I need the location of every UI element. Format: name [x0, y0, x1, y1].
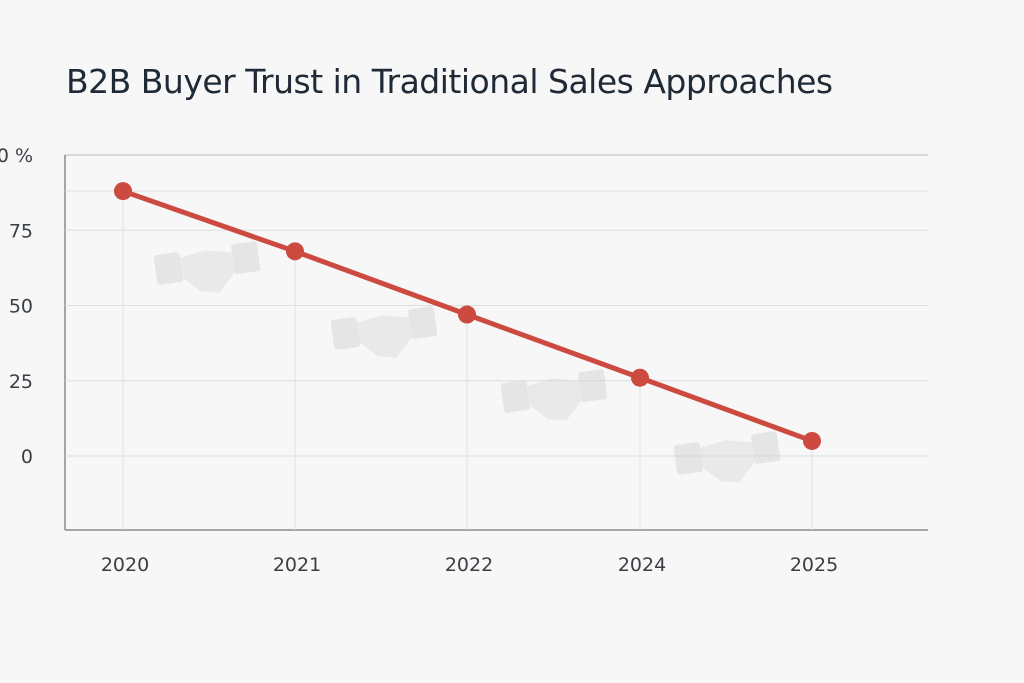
handshake-hands	[357, 315, 412, 358]
data-point	[803, 431, 821, 450]
data-point	[458, 305, 476, 324]
y-tick-label: 75	[9, 220, 33, 242]
handshake-hands	[527, 378, 582, 421]
data-point	[631, 368, 649, 387]
handshake-icon	[500, 369, 608, 421]
handshake-cuff	[500, 380, 530, 413]
handshake-cuff	[153, 252, 183, 285]
handshake-hands	[180, 250, 235, 293]
x-tick-label: 2024	[618, 554, 666, 576]
data-point	[286, 242, 304, 261]
y-tick-label: 100 %	[0, 145, 33, 167]
handshake-cuff	[330, 317, 360, 350]
handshake-icon	[330, 306, 438, 358]
x-tick-label: 2022	[445, 554, 493, 576]
handshake-icon	[153, 241, 261, 293]
y-tick-label: 0	[21, 446, 33, 468]
handshake-cuff	[751, 431, 781, 464]
handshake-hands	[700, 440, 755, 483]
handshake-cuff	[673, 442, 703, 475]
x-tick-label: 2021	[273, 554, 321, 576]
x-tick-label: 2020	[101, 554, 149, 576]
chart-title: B2B Buyer Trust in Traditional Sales App…	[66, 62, 833, 101]
handshake-cuff	[408, 306, 438, 339]
handshake-cuff	[231, 241, 261, 274]
x-tick-label: 2025	[790, 554, 838, 576]
y-tick-label: 50	[9, 296, 33, 318]
data-point	[114, 182, 132, 201]
handshake-cuff	[578, 369, 608, 402]
handshake-icon	[673, 431, 781, 483]
y-tick-label: 25	[9, 371, 33, 393]
